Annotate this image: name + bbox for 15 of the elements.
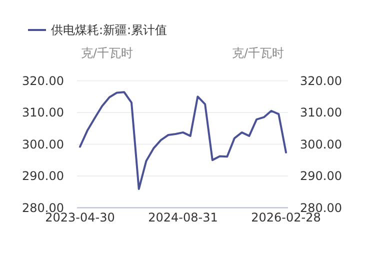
y2-tick-label: 290.00 [300, 169, 342, 184]
y-tick-label: 310.00 [22, 106, 64, 120]
x-tick-label: 2026-02-28 [251, 210, 321, 225]
y2-tick-label: 300.00 [300, 137, 342, 152]
legend-label: 供电煤耗:新疆:累计值 [51, 23, 168, 38]
y2-tick-label: 320.00 [300, 74, 342, 88]
y-axis-title: 克/千瓦时 [80, 46, 134, 60]
x-tick-label: 2024-08-31 [148, 210, 218, 225]
y2-axis-title: 克/千瓦时 [232, 46, 284, 60]
y-tick-label: 320.00 [22, 74, 64, 88]
y-tick-label: 290.00 [22, 169, 64, 184]
line-series [79, 91, 287, 190]
y2-tick-label: 310.00 [300, 106, 342, 120]
y-tick-label: 300.00 [22, 137, 64, 152]
x-tick-label: 2023-04-30 [45, 210, 115, 225]
